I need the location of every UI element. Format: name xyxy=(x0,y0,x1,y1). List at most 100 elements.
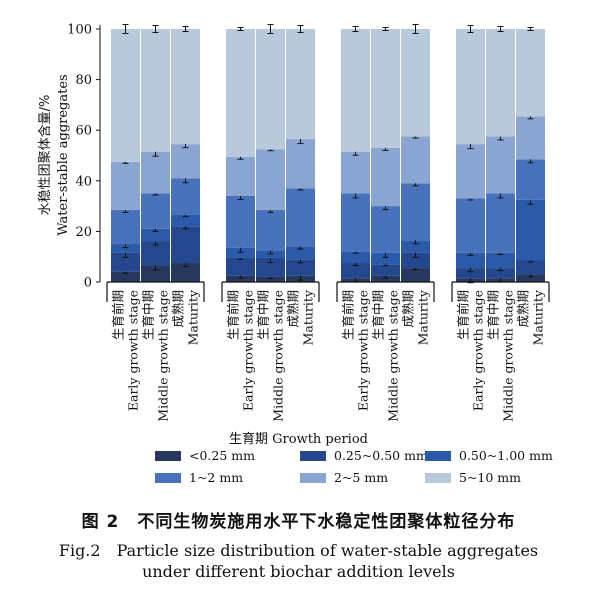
x-tick-label-en: Maturity xyxy=(186,289,201,345)
bar-segment xyxy=(141,265,170,282)
legend-item: 2~5 mm xyxy=(300,470,388,485)
bar-segment xyxy=(286,259,315,276)
bar-segment xyxy=(341,193,370,252)
legend-label: 2~5 mm xyxy=(334,470,389,485)
bar-segment xyxy=(486,252,515,269)
bar-segment xyxy=(371,147,400,207)
x-tick-label-zh: 生育中期 xyxy=(371,290,386,340)
bar-segment xyxy=(111,252,140,272)
legend-label: 0.25~0.50 mm xyxy=(334,448,428,463)
x-tick-label-en: Middle growth stage xyxy=(501,290,516,422)
x-tick-label-zh: 生育中期 xyxy=(141,290,156,340)
bar-segment xyxy=(171,214,200,227)
bar-segment xyxy=(141,151,170,194)
x-tick-label-zh: 生育中期 xyxy=(256,290,271,340)
bar-segment xyxy=(486,29,515,137)
bar-segment xyxy=(401,240,430,253)
bar-segment xyxy=(456,252,485,269)
x-tick-label-zh: 生育前期 xyxy=(456,290,471,340)
bar-segment xyxy=(516,260,545,275)
bar-segment xyxy=(341,251,370,264)
bar-segment xyxy=(516,29,545,117)
legend-label: <0.25 mm xyxy=(189,448,255,463)
bar-segment xyxy=(371,206,400,253)
bar-segment xyxy=(141,29,170,152)
legend-label: 5~10 mm xyxy=(459,470,522,485)
bar-segment xyxy=(226,247,255,258)
bar-segment xyxy=(256,257,285,277)
x-tick-label-zh: 生育中期 xyxy=(486,290,501,340)
bar-segment xyxy=(486,136,515,194)
x-tick-label-en: Early growth stage xyxy=(126,290,141,411)
bar-segment xyxy=(226,29,255,157)
bar-segment xyxy=(341,151,370,194)
y-axis-title-zh: 水稳性团聚体含量/% xyxy=(37,95,53,216)
legend-swatch xyxy=(300,472,326,483)
bar-segment xyxy=(371,275,400,282)
bar-segment xyxy=(111,29,140,162)
bar-segment xyxy=(286,246,315,260)
bar-segment xyxy=(256,29,285,150)
bar-segment xyxy=(516,159,545,200)
legend-item: 0.50~1.00 mm xyxy=(425,448,553,463)
bar-segment xyxy=(111,161,140,210)
bar-segment xyxy=(401,136,430,184)
legend-item: 5~10 mm xyxy=(425,470,521,485)
bar-segment xyxy=(256,149,285,210)
x-tick-label-en: Middle growth stage xyxy=(156,290,171,422)
y-tick-label: 100 xyxy=(67,23,92,38)
x-tick-label-zh: 成熟期 xyxy=(401,290,416,328)
legend-swatch xyxy=(155,472,181,483)
bar-segment xyxy=(401,29,430,137)
x-tick-label-zh: 生育前期 xyxy=(226,290,241,340)
x-tick-label-zh: 成熟期 xyxy=(171,290,186,328)
bar-segment xyxy=(141,241,170,266)
bar-segment xyxy=(171,178,200,215)
x-tick-label-en: Middle growth stage xyxy=(271,290,286,422)
bar-segment xyxy=(111,209,140,245)
legend-swatch xyxy=(425,472,451,483)
legend-label: 0.50~1.00 mm xyxy=(459,448,553,463)
figure-caption-en-line2: under different biochar addition levels xyxy=(142,562,455,581)
legend-item: <0.25 mm xyxy=(155,448,255,463)
x-tick-label-en: Middle growth stage xyxy=(386,290,401,422)
bar-segment xyxy=(141,228,170,242)
bar-segment xyxy=(516,199,545,261)
x-tick-label-en: Early growth stage xyxy=(241,290,256,411)
bar-segment xyxy=(171,29,200,145)
bar-segment xyxy=(286,139,315,189)
y-axis-title-en: Water-stable aggregates xyxy=(56,74,71,235)
y-tick-label: 40 xyxy=(75,174,92,189)
x-tick-label-en: Maturity xyxy=(416,289,431,345)
x-tick-label-zh: 生育前期 xyxy=(341,290,356,340)
legend-swatch xyxy=(425,450,451,461)
bar-segment xyxy=(456,198,485,253)
x-tick-label-zh: 成熟期 xyxy=(286,290,301,328)
x-tick-label-en: Maturity xyxy=(301,289,316,345)
legend-label: 1~2 mm xyxy=(189,470,244,485)
bar-segment xyxy=(286,188,315,247)
legend-item: 0.25~0.50 mm xyxy=(300,448,428,463)
bar-segment xyxy=(456,268,485,279)
bar-segment xyxy=(516,274,545,282)
bar-segment xyxy=(371,29,400,148)
bar-segment xyxy=(171,263,200,282)
x-tick-label-zh: 成熟期 xyxy=(516,290,531,328)
bar-segment xyxy=(141,193,170,229)
x-axis-title: 生育期 Growth period xyxy=(229,432,368,447)
legend-swatch xyxy=(155,450,181,461)
bar-segment xyxy=(456,29,485,145)
legend-item: 1~2 mm xyxy=(155,470,243,485)
bar-segment xyxy=(171,226,200,264)
bar-segment xyxy=(111,271,140,282)
bar-segment xyxy=(226,195,255,248)
figure-caption-zh: 图 2 不同生物炭施用水平下水稳定性团聚体粒径分布 xyxy=(81,512,516,532)
x-tick-label-en: Early growth stage xyxy=(471,290,486,411)
y-tick-label: 60 xyxy=(75,124,92,139)
bar-segment xyxy=(226,275,255,282)
bar-segment xyxy=(456,144,485,199)
x-tick-label-en: Early growth stage xyxy=(356,290,371,411)
bar-segment xyxy=(371,252,400,265)
legend-swatch xyxy=(300,450,326,461)
bar-segment xyxy=(486,193,515,253)
